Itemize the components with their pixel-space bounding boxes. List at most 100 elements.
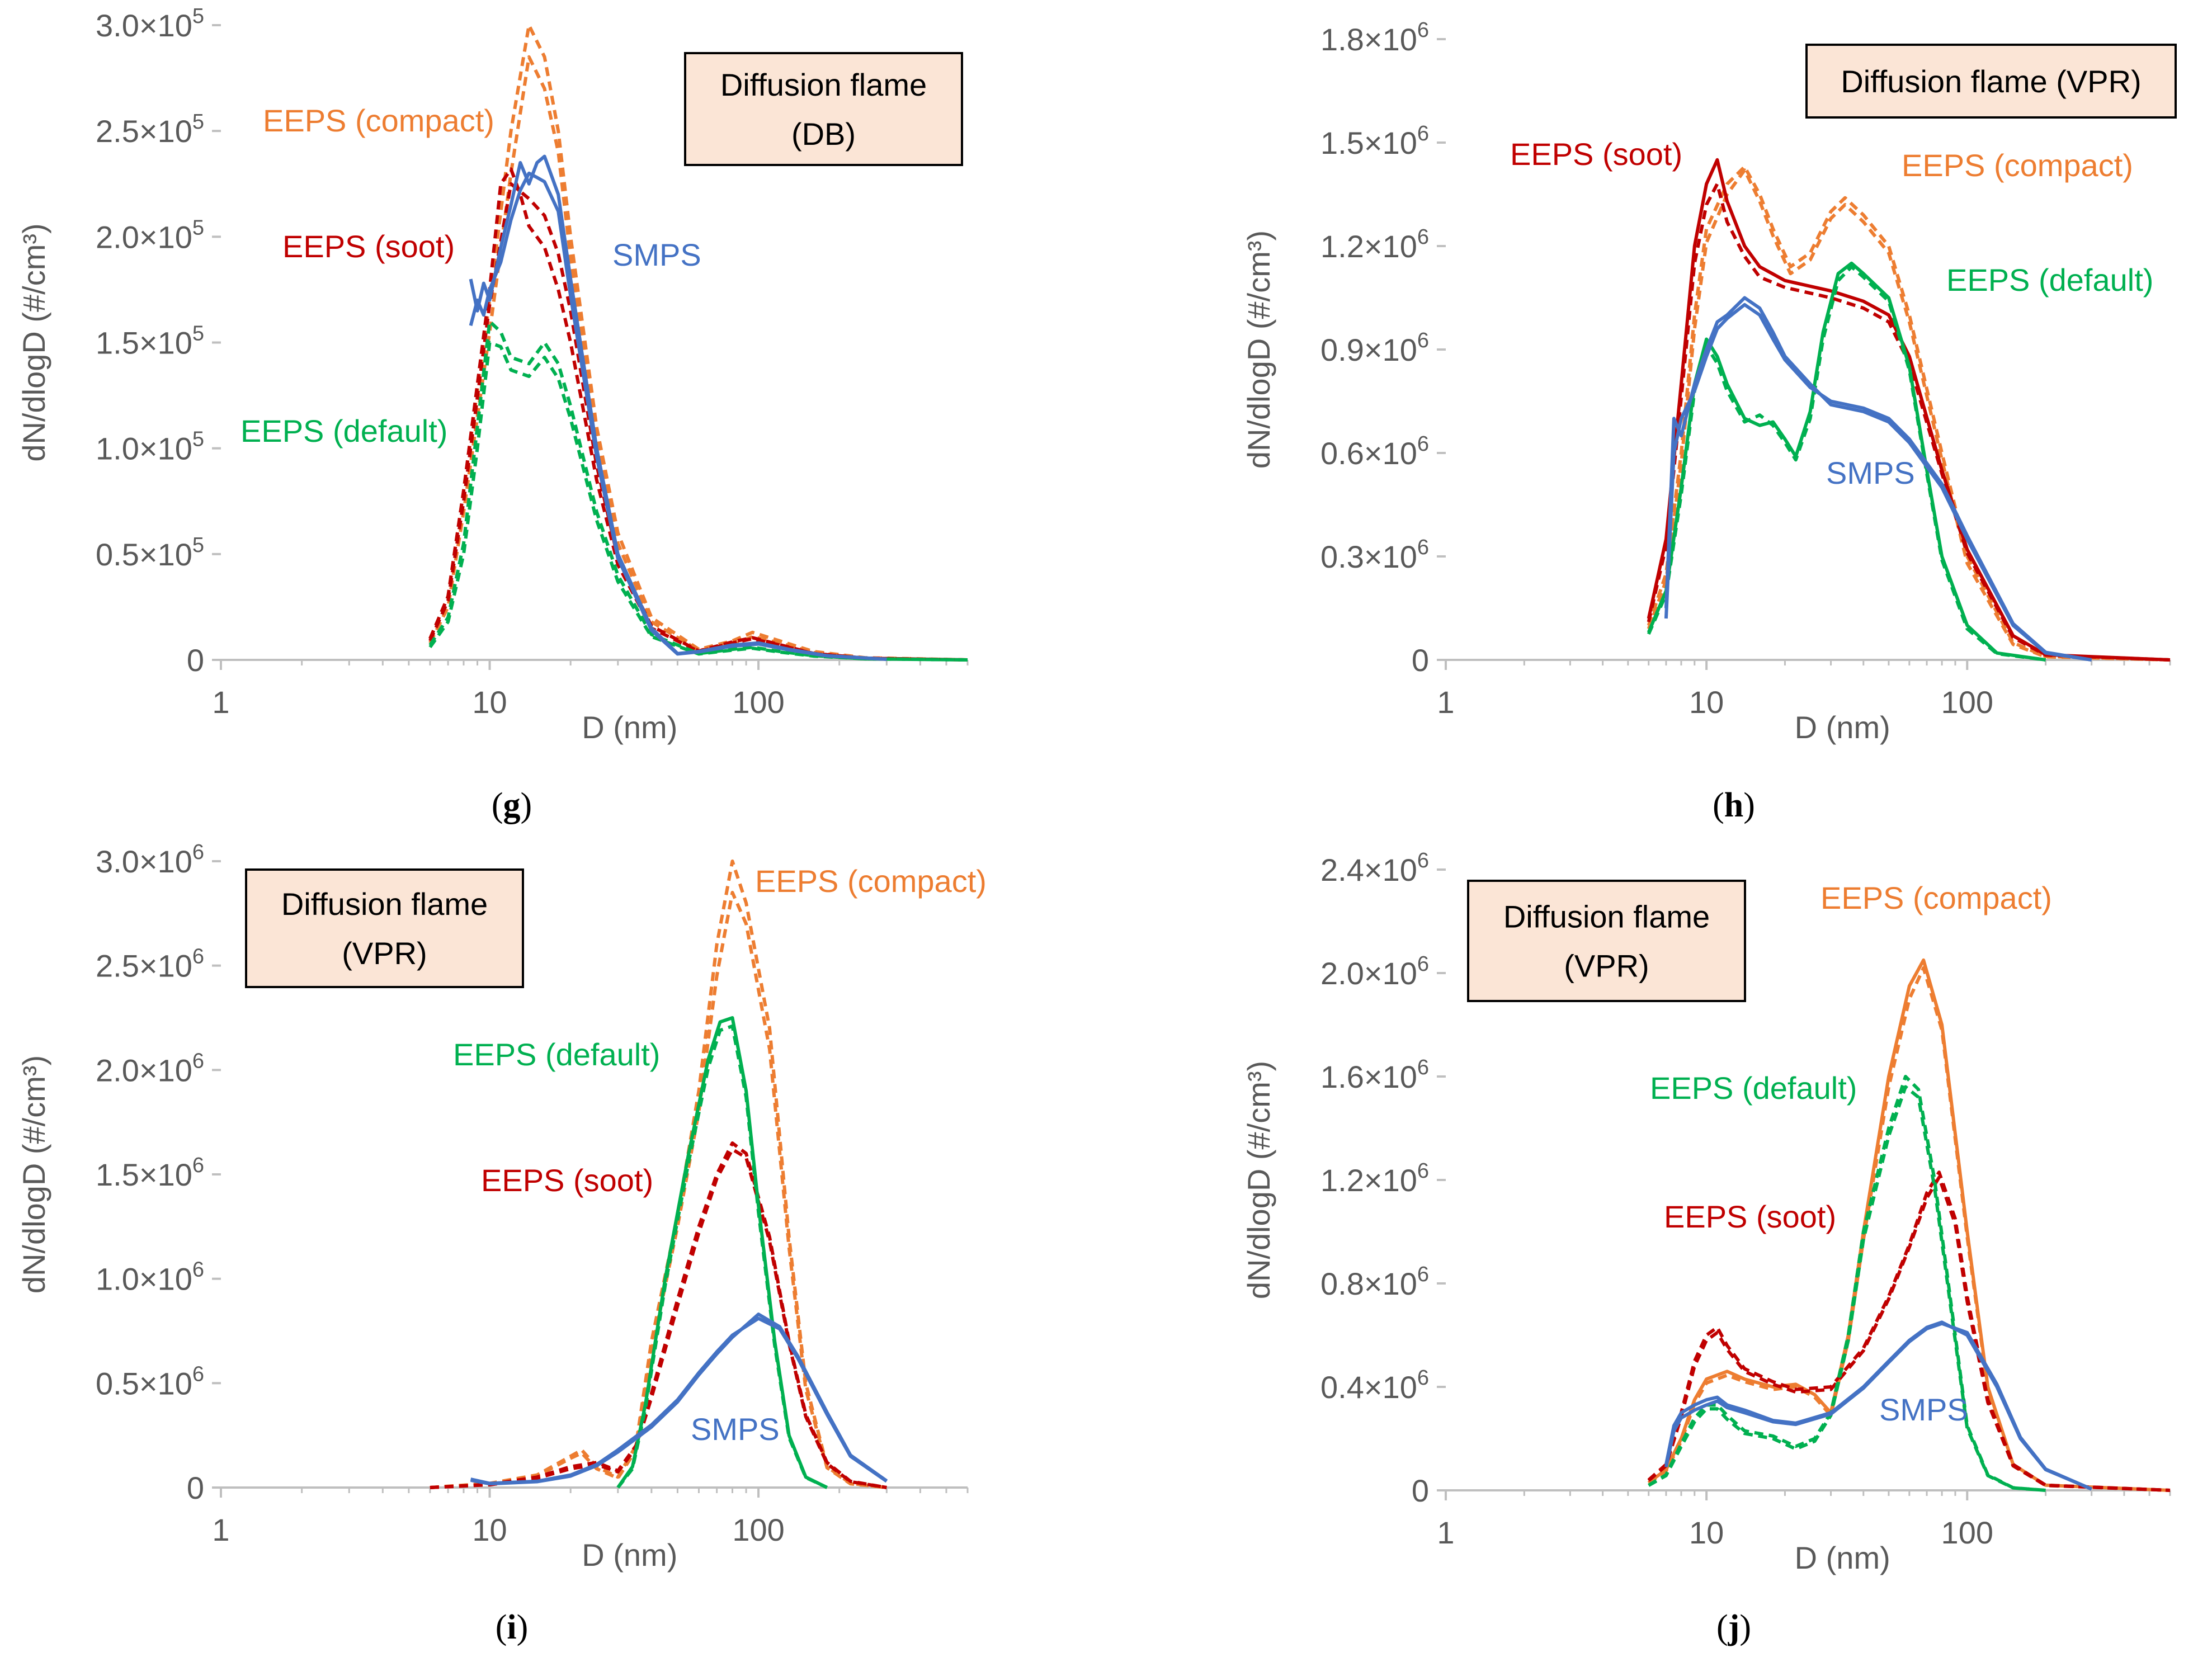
panel-h: 1 10 100 D (nm) 0 0.3×106 0.6×106 0.9×106 1.2×10…	[1241, 18, 2177, 824]
y-tick-label: 1.0×106	[96, 1258, 204, 1297]
title-line: (VPR)	[342, 936, 427, 971]
title-line: (VPR)	[1564, 948, 1649, 984]
y-tick-label: 0.4×106	[1320, 1366, 1429, 1405]
series-annotation-default: EEPS (default)	[240, 413, 447, 448]
y-tick-exponent: 5	[192, 534, 204, 557]
y-tick-label: 2.4×106	[1320, 849, 1429, 887]
panel-label: (i)	[496, 1608, 529, 1646]
panel-label-letter: g	[503, 786, 521, 824]
series-annotation-smps: SMPS	[612, 237, 701, 272]
panel-label-paren: )	[521, 786, 532, 824]
series-line-soot	[428, 182, 968, 662]
series-annotation-default: EEPS (default)	[1650, 1070, 1857, 1106]
title-box	[1805, 44, 2177, 119]
series-annotation-compact: EEPS (compact)	[1902, 148, 2133, 183]
y-tick-label: 1.2×106	[1320, 1159, 1429, 1198]
y-tick-exponent: 6	[192, 1049, 204, 1073]
y-axis-label: dN/dlogD (#/cm³)	[16, 1055, 51, 1293]
panel-label: (g)	[492, 786, 532, 824]
x-tick-label: 1	[1437, 1515, 1454, 1550]
y-axis-label: dN/dlogD (#/cm³)	[1241, 230, 1276, 469]
y-tick-label: 2.0×105	[96, 216, 204, 254]
title-line: Diffusion flame (VPR)	[1841, 64, 2141, 99]
panel-label-paren: (	[1716, 1608, 1728, 1646]
x-tick-label: 1	[212, 684, 229, 720]
y-tick-exponent: 6	[1417, 225, 1429, 249]
y-tick-exponent: 6	[1417, 952, 1429, 976]
panel-label-paren: )	[517, 1608, 529, 1646]
y-tick-label: 3.0×106	[96, 841, 204, 879]
series-line-default	[1647, 261, 2046, 662]
y-tick-exponent: 6	[192, 945, 204, 969]
x-axis-label: D (nm)	[1795, 710, 1890, 745]
y-tick-label: 2.0×106	[1320, 952, 1429, 991]
series-annotation-compact: EEPS (compact)	[755, 863, 987, 899]
panel-label: (j)	[1716, 1608, 1751, 1646]
series-annotation-compact: EEPS (compact)	[1820, 880, 2052, 915]
series-line-default	[428, 341, 968, 662]
y-tick-label: 0.6×106	[1320, 432, 1429, 471]
x-axis-label: D (nm)	[1795, 1540, 1890, 1575]
panel-label-letter: i	[507, 1608, 516, 1646]
series-line-default	[1648, 1085, 2046, 1492]
y-tick-label: 1.5×106	[1320, 122, 1429, 160]
series-annotation-soot: EEPS (soot)	[481, 1163, 653, 1198]
y-tick-exponent: 6	[192, 841, 204, 864]
y-tick-exponent: 6	[1417, 432, 1429, 456]
title-line: Diffusion flame	[281, 886, 488, 922]
series-annotation-default: EEPS (default)	[1946, 262, 2153, 298]
x-tick-label: 10	[1689, 684, 1724, 720]
x-tick-label: 10	[1689, 1515, 1724, 1550]
series-annotation-default: EEPS (default)	[453, 1037, 660, 1072]
x-tick-label: 10	[472, 1512, 507, 1547]
series-annotation-smps: SMPS	[1879, 1392, 1968, 1427]
x-tick-label: 100	[1941, 1515, 1993, 1550]
series-line-soot	[1647, 158, 2171, 662]
y-tick-exponent: 6	[1417, 122, 1429, 145]
y-tick-exponent: 5	[192, 322, 204, 346]
series-line-smps	[469, 171, 887, 661]
panel-label-paren: )	[1739, 1608, 1751, 1646]
series-line-soot	[430, 1148, 887, 1489]
title-line: (DB)	[791, 116, 856, 152]
y-tick-label: 0	[1412, 643, 1429, 678]
panel-label-paren: (	[496, 1608, 507, 1646]
y-tick-exponent: 6	[1417, 849, 1429, 872]
y-tick-exponent: 6	[1417, 1056, 1429, 1079]
y-tick-label: 2.0×106	[96, 1049, 204, 1088]
y-tick-label: 0.5×105	[96, 534, 204, 572]
y-tick-exponent: 6	[1417, 329, 1429, 352]
y-tick-exponent: 6	[1417, 1366, 1429, 1390]
y-tick-exponent: 6	[1417, 18, 1429, 42]
y-tick-exponent: 5	[192, 428, 204, 451]
panel-label-paren: (	[1713, 786, 1724, 824]
y-tick-label: 0.9×106	[1320, 329, 1429, 367]
y-tick-label: 0	[1412, 1473, 1429, 1508]
series-line-smps	[1664, 303, 2092, 662]
series-annotation-smps: SMPS	[1826, 455, 1915, 490]
y-tick-exponent: 6	[192, 1258, 204, 1282]
y-tick-label: 0.8×106	[1320, 1263, 1429, 1301]
series-line-default	[428, 319, 968, 662]
y-tick-label: 0	[187, 643, 204, 678]
x-tick-label: 100	[732, 1512, 784, 1547]
series-line-soot	[1647, 182, 2171, 662]
x-tick-label: 1	[1437, 684, 1454, 720]
y-tick-label: 0.5×106	[96, 1362, 204, 1401]
panel-i: 1 10 100 D (nm) 0 0.5×106 1.0×106 1.5×106 2.0×10…	[16, 841, 987, 1646]
y-tick-label: 2.5×106	[96, 945, 204, 984]
y-tick-label: 1.0×105	[96, 428, 204, 466]
series-line-compact	[1647, 165, 2171, 662]
y-axis-label: dN/dlogD (#/cm³)	[16, 223, 51, 461]
title-line: Diffusion flame	[720, 67, 927, 102]
series-line-default	[616, 1024, 828, 1489]
y-tick-exponent: 6	[192, 1154, 204, 1177]
y-tick-exponent: 6	[1417, 1263, 1429, 1286]
series-annotation-soot: EEPS (soot)	[282, 229, 455, 264]
panel-label: (h)	[1713, 786, 1755, 824]
panel-j: 1 10 100 D (nm) 0 0.4×106 0.8×106 1.2×106 1.6×10…	[1241, 849, 2171, 1646]
title-line: Diffusion flame	[1503, 899, 1710, 934]
y-tick-label: 0	[187, 1470, 204, 1505]
y-tick-exponent: 6	[192, 1362, 204, 1386]
series-line-compact	[428, 55, 968, 662]
